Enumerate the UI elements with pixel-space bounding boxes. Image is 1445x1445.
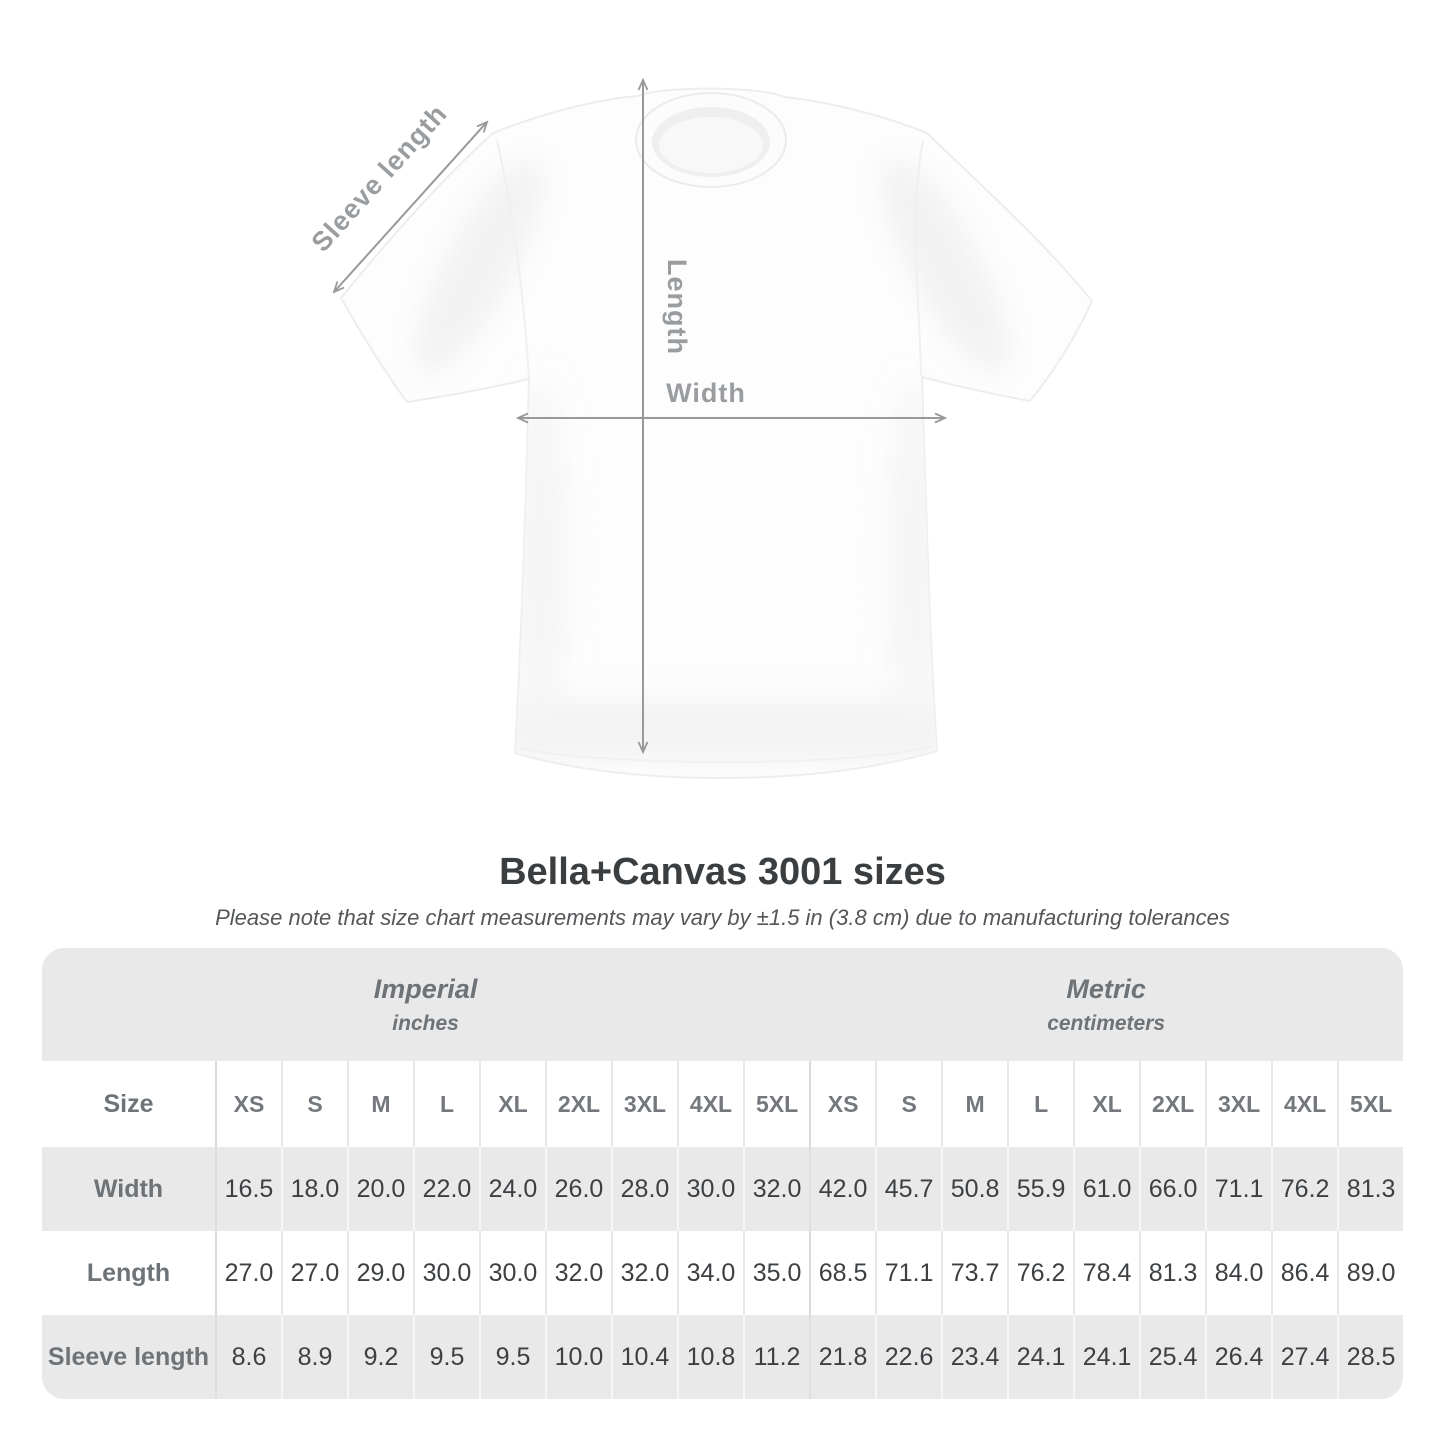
value-cell: 66.0 [1139,1147,1206,1231]
value-cell: 9.5 [479,1315,545,1399]
value-cell: 81.3 [1139,1231,1206,1315]
value-cell: 78.4 [1073,1231,1140,1315]
size-header: 3XL [1205,1061,1272,1147]
size-header: XL [479,1061,545,1147]
value-cell: 61.0 [1073,1147,1140,1231]
value-cell: 27.0 [215,1231,281,1315]
value-cell: 30.0 [479,1231,545,1315]
value-cell: 16.5 [215,1147,281,1231]
value-cell: 10.8 [677,1315,743,1399]
imperial-unit: inches [392,1011,459,1035]
value-cell: 22.0 [413,1147,479,1231]
size-header: XS [215,1061,281,1147]
value-cell: 32.0 [545,1231,611,1315]
size-header: 3XL [611,1061,677,1147]
width-label: Width [666,378,746,408]
value-cell: 50.8 [941,1147,1008,1231]
value-cell: 32.0 [611,1231,677,1315]
sleeve-length-arrow [332,120,489,294]
value-cell: 26.0 [545,1147,611,1231]
size-chart-table: Imperial inches Metric centimeters Size … [42,948,1403,1399]
value-cell: 55.9 [1007,1147,1074,1231]
value-cell: 86.4 [1271,1231,1338,1315]
page-subtitle: Please note that size chart measurements… [215,905,1230,930]
value-cell: 68.5 [809,1231,876,1315]
size-corner-header: Size [42,1061,215,1147]
value-cell: 8.6 [215,1315,281,1399]
value-cell: 34.0 [677,1231,743,1315]
value-cell: 71.1 [1205,1147,1272,1231]
value-cell: 26.4 [1205,1315,1272,1399]
table-row-width: Width 16.5 18.0 20.0 22.0 24.0 26.0 28.0… [42,1147,1403,1231]
value-cell: 10.0 [545,1315,611,1399]
size-header: 5XL [1337,1061,1403,1147]
table-row-sleeve-length: Sleeve length 8.6 8.9 9.2 9.5 9.5 10.0 1… [42,1315,1403,1399]
page-title: Bella+Canvas 3001 sizes [499,851,946,893]
row-label: Length [42,1231,215,1315]
value-cell: 27.0 [281,1231,347,1315]
value-cell: 29.0 [347,1231,413,1315]
imperial-unit-header: Imperial inches [42,948,810,1061]
value-cell: 35.0 [743,1231,810,1315]
value-cell: 30.0 [677,1147,743,1231]
size-header: 2XL [1139,1061,1206,1147]
value-cell: 45.7 [875,1147,942,1231]
row-label: Sleeve length [42,1315,215,1399]
value-cell: 28.5 [1337,1315,1403,1399]
value-cell: 27.4 [1271,1315,1338,1399]
value-cell: 81.3 [1337,1147,1403,1231]
value-cell: 30.0 [413,1231,479,1315]
value-cell: 23.4 [941,1315,1008,1399]
value-cell: 24.0 [479,1147,545,1231]
size-header: M [941,1061,1008,1147]
length-label: Length [662,259,692,355]
metric-label: Metric [1066,973,1146,1004]
value-cell: 24.1 [1007,1315,1074,1399]
size-header: 4XL [677,1061,743,1147]
imperial-label: Imperial [373,973,478,1004]
size-header: 4XL [1271,1061,1338,1147]
value-cell: 25.4 [1139,1315,1206,1399]
size-header: XS [809,1061,876,1147]
value-cell: 9.5 [413,1315,479,1399]
value-cell: 76.2 [1271,1147,1338,1231]
size-header: XL [1073,1061,1140,1147]
size-header: S [875,1061,942,1147]
value-cell: 84.0 [1205,1231,1272,1315]
size-header: 5XL [743,1061,810,1147]
value-cell: 8.9 [281,1315,347,1399]
value-cell: 71.1 [875,1231,942,1315]
value-cell: 20.0 [347,1147,413,1231]
value-cell: 24.1 [1073,1315,1140,1399]
value-cell: 11.2 [743,1315,810,1399]
value-cell: 22.6 [875,1315,942,1399]
value-cell: 18.0 [281,1147,347,1231]
size-header: M [347,1061,413,1147]
value-cell: 28.0 [611,1147,677,1231]
metric-unit: centimeters [1047,1011,1166,1035]
tshirt-graphic [340,87,1093,779]
size-header: 2XL [545,1061,611,1147]
size-header: L [1007,1061,1074,1147]
value-cell: 9.2 [347,1315,413,1399]
value-cell: 73.7 [941,1231,1008,1315]
value-cell: 10.4 [611,1315,677,1399]
size-header: S [281,1061,347,1147]
value-cell: 89.0 [1337,1231,1403,1315]
tshirt-measurement-diagram: Sleeve length Length Width [306,77,1093,779]
size-header: L [413,1061,479,1147]
table-row-length: Length 27.0 27.0 29.0 30.0 30.0 32.0 32.… [42,1231,1403,1315]
metric-unit-header: Metric centimeters [809,948,1403,1061]
row-label: Width [42,1147,215,1231]
value-cell: 42.0 [809,1147,876,1231]
value-cell: 76.2 [1007,1231,1074,1315]
value-cell: 32.0 [743,1147,810,1231]
value-cell: 21.8 [809,1315,876,1399]
size-chart-table-container: Imperial inches Metric centimeters Size … [42,948,1403,1399]
